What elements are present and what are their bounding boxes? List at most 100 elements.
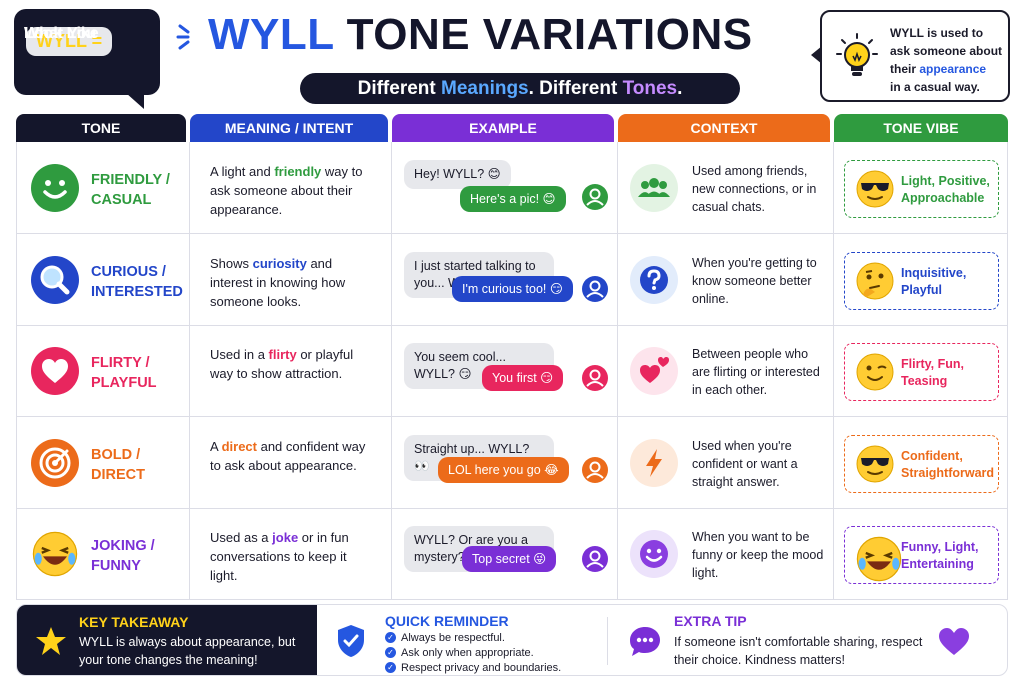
context-text: When you want to be funny or keep the mo… [692,530,824,581]
tone-label: FRIENDLY / CASUAL [91,170,170,210]
title-wyll: WYLL [208,10,335,59]
vibe-line: Straightforward [901,465,995,480]
vibe-label: Funny, Light, Entertaining [901,539,997,573]
footer-panel: KEY TAKEAWAY WYLL is always about appear… [16,604,1008,676]
info-text-part: their [890,62,920,76]
tone-label-line: DIRECT [91,466,145,483]
tone-label-line: BOLD / [91,446,141,463]
extra-tip-title: EXTRA TIP [674,613,747,629]
column-header-example: EXAMPLE [392,114,614,142]
meaning-highlight: curiosity [252,255,307,271]
meaning-highlight: direct [221,438,257,454]
subtitle-text: Different [357,78,441,99]
example-cell: You seem cool... WYLL? 😏 You first 😏 [392,325,617,416]
user-avatar-icon [582,275,608,302]
meaning-highlight: joke [272,530,299,546]
column-header-meaning: MEANING / INTENT [190,114,388,142]
context-cell: Used when you're confident or want a str… [618,417,833,508]
star-icon [36,627,66,655]
incoming-message-bubble: Hey! WYLL? 😊 [404,160,511,189]
example-cell: I just started talking to you... WYLL? 👀… [392,234,617,325]
quick-reminder: QUICK REMINDER Always be respectful. Ask… [317,605,607,675]
badge-line2: What You [24,25,97,42]
tone-label-line: FRIENDLY / [91,172,170,188]
reminder-item: Ask only when appropriate. [385,646,561,661]
column-header-tone: TONE [16,114,186,142]
table-row: JOKING / FUNNY Used as a joke or in fun … [17,508,1007,600]
outgoing-message-bubble: Here's a pic! 😊 [460,186,566,212]
tone-label-line: PLAYFUL [91,375,157,392]
group-icon [630,164,678,212]
tone-label: JOKING / FUNNY [91,536,155,576]
outgoing-message-bubble: I'm curious too! 😏 [452,275,573,302]
vibe-line: Light, Positive, [901,174,990,188]
context-text: Used when you're confident or want a str… [692,438,798,489]
meaning-part: A [210,438,222,454]
shield-icon [338,625,364,657]
user-avatar-icon [582,184,608,210]
footer-divider [607,617,608,665]
vibe-label: Confident, Straightforward [901,448,997,482]
vibe-card: Flirty, Fun, Teasing [844,343,999,402]
meaning-cell: Used as a joke or in fun conversations t… [190,508,391,599]
vibe-cell: Flirty, Fun, Teasing [834,325,1007,416]
meaning-part: Used in a [210,347,269,363]
reminder-item: Respect privacy and boundaries. [385,661,561,675]
info-highlight: appearance [919,62,987,76]
context-cell: When you're getting to know someone bett… [618,234,833,325]
meaning-cell: Used in a flirty or playful way to show … [190,325,391,416]
meaning-part: or in fun conversations to keep it light… [210,530,349,584]
context-cell: Used among friends, new connections, or … [618,142,833,233]
vibe-cell: Inquisitive, Playful [834,234,1007,325]
heart-icon [939,628,969,655]
badge-line1: WYLL = [26,27,113,56]
info-line: ask someone about [890,44,1003,58]
quick-reminder-title: QUICK REMINDER [385,613,509,629]
outgoing-message-bubble: You first 😏 [482,365,564,392]
column-divider [617,142,618,600]
question-icon [630,255,678,304]
info-callout: WYLL is used to ask someone about their … [811,10,1010,102]
vibe-card: Funny, Light, Entertaining [844,526,999,585]
subtitle-text: . Different [528,78,623,99]
title-rest: TONE VARIATIONS [346,10,753,59]
vibe-cell: Light, Positive, Approachable [834,142,1007,233]
table-row: CURIOUS / INTERESTED Shows curiosity and… [17,234,1007,326]
key-takeaway: KEY TAKEAWAY WYLL is always about appear… [17,605,317,675]
tone-label-line: INTERESTED [91,283,183,300]
smile-icon [31,164,79,212]
laughing-emoji-icon [855,535,902,582]
column-divider [189,142,190,600]
key-takeaway-text: WYLL is always about appearance, but you… [79,635,296,667]
info-text: WYLL is used to ask someone about their … [890,24,1002,96]
context-cell: When you want to be funny or keep the mo… [618,508,833,599]
tone-cell: BOLD / DIRECT [17,417,189,508]
tone-table: FRIENDLY / CASUAL A light and friendly w… [16,142,1008,600]
lightbulb-icon [836,33,878,76]
reminder-item: Always be respectful. [385,631,561,646]
magnifier-icon [31,255,79,304]
context-cell: Between people who are flirting or inter… [618,325,833,416]
meaning-part: and confident way to ask about appearanc… [210,438,366,473]
vibe-line: Teasing [901,374,948,389]
vibe-line: Entertaining [901,557,974,572]
extra-tip: EXTRA TIP If someone isn't comfortable s… [608,605,1007,675]
vibe-cell: Confident, Straightforward [834,417,1007,508]
column-header-vibe: TONE VIBE [834,114,1008,142]
subtitle-banner: Different Meanings. Different Tones. [300,73,740,104]
info-line: WYLL is used to [890,26,984,40]
table-row: BOLD / DIRECT A direct and confident way… [17,417,1007,509]
laughing-emoji-icon [31,530,79,578]
meaning-part: A light and [210,164,275,179]
vibe-line: Approachable [901,191,985,205]
wink-emoji-icon [855,352,895,392]
context-text: Between people who are flirting or inter… [692,347,820,398]
vibe-label: Flirty, Fun, Teasing [901,356,997,390]
context-text: When you're getting to know someone bett… [692,255,817,306]
context-text: Used among friends, new connections, or … [692,164,817,214]
sunglasses-emoji-icon [855,444,895,484]
lightning-icon [630,438,678,487]
user-avatar-icon [582,546,608,573]
callout-tip [811,46,822,64]
